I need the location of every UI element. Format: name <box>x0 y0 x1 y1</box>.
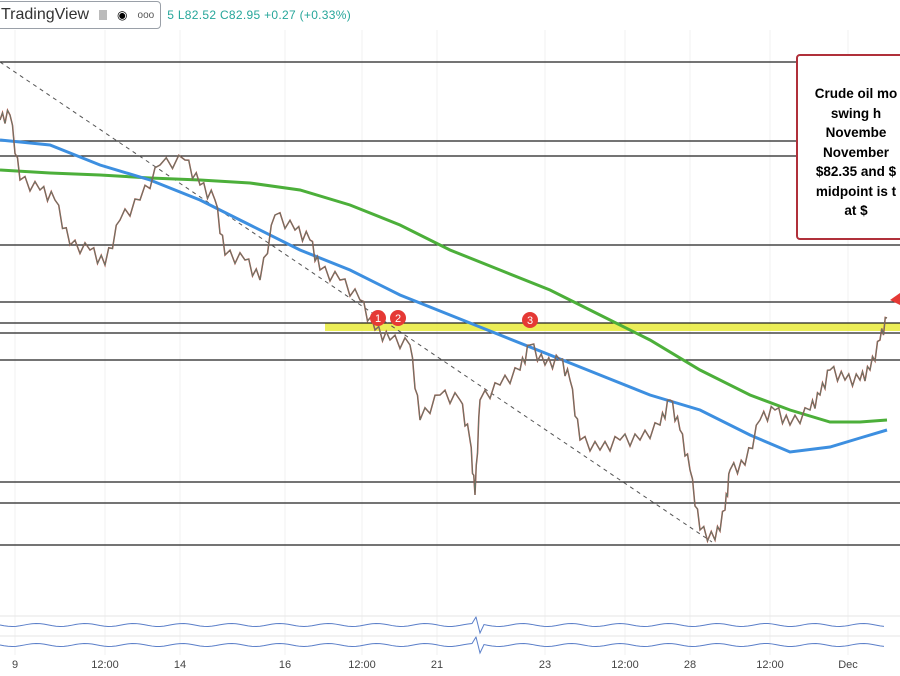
oscillator-line <box>0 635 885 655</box>
trendline <box>0 61 713 543</box>
moving-average-blue <box>0 138 888 454</box>
oscillator-line <box>0 615 885 635</box>
annotation-line: Novembe <box>825 125 887 140</box>
x-tick-label: 14 <box>174 659 186 671</box>
top-bar: TradingView ◉ ooo 5 L82.52 C82.95 +0.27 … <box>0 1 352 29</box>
marker-1: 1 <box>370 310 386 326</box>
x-tick-label: 12:00 <box>348 659 376 671</box>
annotation-box: Crude oil mo swing h Novembe November $8… <box>796 54 900 240</box>
marker-3: 3 <box>522 312 538 328</box>
ohlc-readout: 5 L82.52 C82.95 +0.27 (+0.33%) <box>167 8 352 22</box>
arrow-icon <box>890 293 900 305</box>
x-tick-label: 12:00 <box>756 659 784 671</box>
app-logo: TradingView <box>1 6 90 23</box>
x-tick-label: 23 <box>539 659 551 671</box>
x-tick-label: 9 <box>12 659 18 671</box>
x-tick-label: 16 <box>279 659 291 671</box>
annotation-line: midpoint is t <box>815 183 897 199</box>
svg-text:1: 1 <box>375 313 381 325</box>
x-tick-label: 12:00 <box>611 659 639 671</box>
price-line-up <box>0 108 888 543</box>
annotation-line: November <box>822 144 890 160</box>
annotation-line: $82.35 and $ <box>815 164 897 179</box>
annotation-line: swing h <box>830 105 882 121</box>
toolbar: TradingView ◉ ooo <box>0 1 162 29</box>
grid <box>14 30 849 655</box>
highlight-zone <box>325 323 900 331</box>
horizontal-levels <box>0 61 900 546</box>
svg-text:3: 3 <box>527 315 533 327</box>
flag-icon[interactable] <box>99 10 108 20</box>
annotation-line: Crude oil mo <box>814 86 898 101</box>
x-tick-label: 12:00 <box>91 659 119 671</box>
x-tick-label: 28 <box>684 659 696 671</box>
x-tick-label: Dec <box>838 659 858 671</box>
svg-text:2: 2 <box>395 313 401 325</box>
moving-average-green <box>0 168 888 424</box>
more-icon[interactable]: ooo <box>137 9 155 21</box>
x-tick-label: 21 <box>431 659 443 671</box>
marker-2: 2 <box>390 310 406 326</box>
eye-icon[interactable]: ◉ <box>117 8 128 22</box>
annotation-line: at $ <box>844 203 868 218</box>
